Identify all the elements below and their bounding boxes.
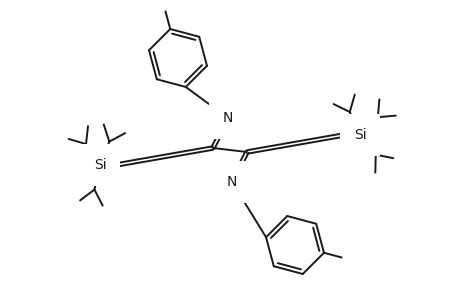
Text: N: N	[226, 175, 237, 189]
Text: Si: Si	[353, 128, 365, 142]
Text: N: N	[222, 111, 233, 125]
Text: Si: Si	[94, 158, 106, 172]
